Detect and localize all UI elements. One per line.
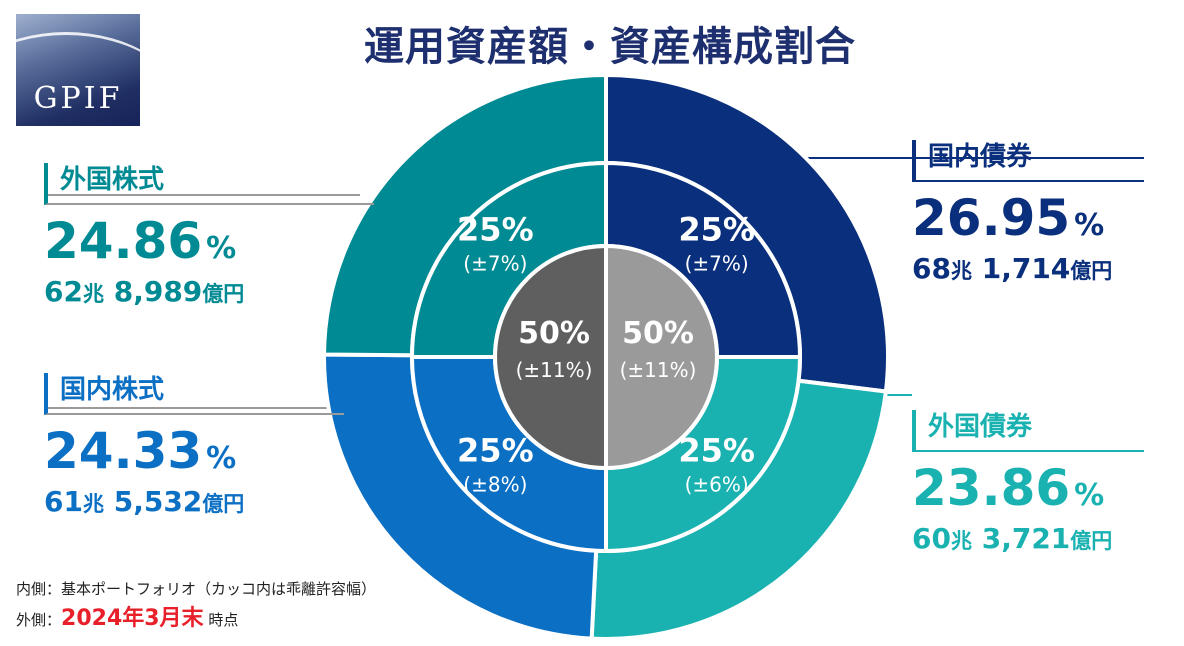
amount-hundred-millions: 3,721: [981, 522, 1071, 555]
center-slice-bonds: [604, 243, 719, 471]
pct-domestic-bonds: 26.95%: [912, 190, 1144, 254]
amount-hundred-millions: 1,714: [981, 252, 1071, 285]
amount-unit-okuen: 億円: [1070, 259, 1113, 283]
connector-lines: [44, 157, 1144, 409]
amount-unit-cho: 兆: [950, 259, 972, 283]
amount-trillions: 61: [44, 485, 83, 518]
center-label-bonds-band: (±11%): [620, 358, 697, 382]
amount-domestic-stocks: 61兆 5,532億円: [44, 487, 344, 519]
center-label-bonds-pct: 50%: [622, 316, 694, 351]
center-label-stocks-band: (±11%): [516, 358, 593, 382]
pct-unit-domestic-stocks: %: [206, 441, 237, 476]
pct-value-foreign-bonds: 23.86: [912, 459, 1071, 517]
inner-label-band-domestic-bonds: (±7%): [685, 251, 749, 275]
note-outer-date: 2024年3月末: [61, 606, 204, 631]
inner-label-band-domestic-stocks: (±8%): [463, 473, 527, 497]
label-domestic-stocks: 国内株式: [44, 373, 344, 415]
pct-unit-domestic-bonds: %: [1074, 208, 1105, 243]
annotation-domestic-bonds: 国内債券 26.95% 68兆 1,714億円: [912, 140, 1144, 286]
amount-foreign-bonds: 60兆 3,721億円: [912, 524, 1144, 556]
note-inner: 内側：基本ポートフォリオ（カッコ内は乖離許容幅）: [16, 574, 376, 604]
center-ring: [493, 243, 719, 471]
gpif-logo: GPIF: [16, 14, 140, 126]
chart-title: 運用資産額・資産構成割合: [364, 24, 856, 70]
pct-value-domestic-stocks: 24.33: [44, 422, 203, 480]
note-outer: 外側：2024年3月末 時点: [16, 604, 376, 634]
pct-foreign-stocks: 24.86%: [44, 213, 374, 277]
amount-unit-okuen: 億円: [202, 282, 245, 306]
amount-unit-cho: 兆: [950, 529, 972, 553]
logo-arc: [16, 32, 140, 126]
pct-value-foreign-stocks: 24.86: [44, 212, 203, 270]
inner-label-pct-foreign-bonds: 25%: [678, 432, 755, 470]
label-foreign-bonds: 外国債券: [912, 410, 1144, 452]
logo-text: GPIF: [33, 81, 123, 116]
amount-unit-okuen: 億円: [202, 492, 245, 516]
inner-label-pct-domestic-bonds: 25%: [678, 210, 755, 248]
label-foreign-stocks: 外国株式: [44, 163, 374, 205]
amount-unit-okuen: 億円: [1070, 529, 1113, 553]
inner-label-pct-domestic-stocks: 25%: [457, 432, 534, 470]
note-inner-text: 基本ポートフォリオ（カッコ内は乖離許容幅）: [61, 580, 377, 598]
inner-label-band-foreign-bonds: (±6%): [685, 473, 749, 497]
amount-trillions: 62: [44, 275, 83, 308]
amount-trillions: 60: [912, 522, 951, 555]
amount-hundred-millions: 8,989: [113, 275, 203, 308]
outer-ring: [321, 72, 890, 641]
note-inner-prefix: 内側：: [16, 580, 62, 598]
note-outer-suffix: 時点: [208, 611, 239, 629]
pct-domestic-stocks: 24.33%: [44, 423, 344, 487]
chart-notes: 内側：基本ポートフォリオ（カッコ内は乖離許容幅） 外側：2024年3月末 時点: [16, 574, 376, 634]
amount-unit-cho: 兆: [82, 492, 104, 516]
center-label-stocks-pct: 50%: [518, 316, 590, 351]
amount-unit-cho: 兆: [82, 282, 104, 306]
inner-labels: 50% (±11%) 50% (±11%) 25% (±7%) 25% (±6%) 25% (±8…: [457, 210, 755, 496]
center-slice-stocks: [493, 243, 608, 471]
inner-label-pct-foreign-stocks: 25%: [457, 210, 534, 248]
amount-domestic-bonds: 68兆 1,714億円: [912, 254, 1144, 286]
annotation-foreign-stocks: 外国株式 24.86% 62兆 8,989億円: [44, 163, 374, 309]
inner-label-band-foreign-stocks: (±7%): [463, 251, 527, 275]
amount-hundred-millions: 5,532: [113, 485, 203, 518]
pct-unit-foreign-stocks: %: [206, 231, 237, 266]
pct-foreign-bonds: 23.86%: [912, 460, 1144, 524]
annotation-domestic-stocks: 国内株式 24.33% 61兆 5,532億円: [44, 373, 344, 519]
pct-value-domestic-bonds: 26.95: [912, 189, 1071, 247]
amount-trillions: 68: [912, 252, 951, 285]
amount-foreign-stocks: 62兆 8,989億円: [44, 277, 374, 309]
annotation-foreign-bonds: 外国債券 23.86% 60兆 3,721億円: [912, 410, 1144, 556]
pct-unit-foreign-bonds: %: [1074, 478, 1105, 513]
label-domestic-bonds: 国内債券: [912, 140, 1144, 182]
note-outer-prefix: 外側：: [16, 611, 62, 629]
